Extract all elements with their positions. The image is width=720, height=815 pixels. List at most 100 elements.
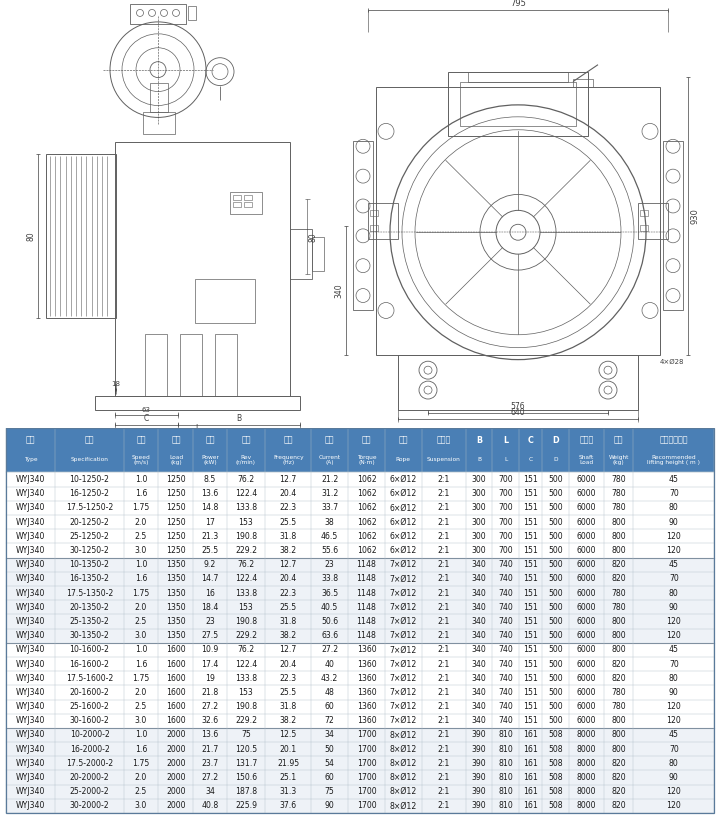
Text: C: C [528, 457, 533, 462]
Text: 自重: 自重 [613, 436, 624, 445]
Text: 1062: 1062 [356, 504, 377, 513]
Text: 151: 151 [523, 645, 538, 654]
Text: 2.5: 2.5 [135, 531, 147, 541]
Text: 161: 161 [523, 773, 538, 782]
Text: 7×Ø12: 7×Ø12 [390, 674, 417, 683]
Text: 1148: 1148 [356, 575, 377, 584]
Text: 规格: 规格 [85, 436, 94, 445]
Bar [6, 756, 714, 770]
Text: B: B [236, 414, 242, 423]
Bar [244, 195, 252, 200]
Text: 1148: 1148 [356, 603, 377, 612]
Text: 1360: 1360 [356, 688, 377, 697]
Bar [6, 657, 714, 671]
Text: 33.7: 33.7 [321, 504, 338, 513]
Text: 31.8: 31.8 [279, 617, 297, 626]
Bar [150, 82, 168, 112]
Text: 120.5: 120.5 [235, 745, 257, 754]
Text: 1600: 1600 [166, 716, 186, 725]
Text: 151: 151 [523, 575, 538, 584]
Text: 6000: 6000 [577, 560, 596, 569]
Text: 8×Ø12: 8×Ø12 [390, 787, 417, 796]
Text: 2.5: 2.5 [135, 617, 147, 626]
Text: 120: 120 [667, 617, 681, 626]
Text: 1.0: 1.0 [135, 730, 147, 739]
Text: 8000: 8000 [577, 745, 596, 754]
Text: 7×Ø12: 7×Ø12 [390, 716, 417, 725]
Text: 6000: 6000 [577, 475, 596, 484]
Text: 1600: 1600 [166, 645, 186, 654]
Text: 7×Ø12: 7×Ø12 [390, 588, 417, 597]
Bar [640, 225, 648, 231]
Text: 500: 500 [548, 645, 563, 654]
Text: 810: 810 [498, 759, 513, 768]
Text: 508: 508 [548, 801, 563, 810]
Text: 6000: 6000 [577, 518, 596, 526]
Text: 6×Ø12: 6×Ø12 [390, 531, 417, 541]
Text: 10.9: 10.9 [202, 645, 219, 654]
Text: 800: 800 [611, 617, 626, 626]
Text: 10-1250-2: 10-1250-2 [70, 475, 109, 484]
Text: WYJ340: WYJ340 [16, 716, 45, 725]
Text: 90: 90 [669, 688, 679, 697]
Text: 2:1: 2:1 [438, 773, 450, 782]
Text: 16: 16 [205, 588, 215, 597]
Text: 740: 740 [498, 645, 513, 654]
Text: Recommended
lifting height ( m ): Recommended lifting height ( m ) [647, 455, 701, 465]
Text: 电流: 电流 [325, 436, 334, 445]
Text: 2000: 2000 [166, 773, 186, 782]
Text: 780: 780 [611, 702, 626, 711]
Text: 20-2000-2: 20-2000-2 [70, 773, 109, 782]
Text: 700: 700 [498, 504, 513, 513]
Text: 型号: 型号 [26, 436, 35, 445]
Text: 25-1250-2: 25-1250-2 [70, 531, 109, 541]
Text: 17.5-1600-2: 17.5-1600-2 [66, 674, 113, 683]
Bar [6, 699, 714, 714]
Text: WYJ340: WYJ340 [16, 531, 45, 541]
Text: Weight
(kg): Weight (kg) [608, 455, 629, 465]
Text: 2:1: 2:1 [438, 588, 450, 597]
Text: Type: Type [24, 457, 37, 462]
Text: 27.2: 27.2 [202, 702, 219, 711]
Text: 2:1: 2:1 [438, 603, 450, 612]
Text: 1250: 1250 [166, 518, 186, 526]
Text: 38: 38 [325, 518, 335, 526]
Text: 500: 500 [548, 603, 563, 612]
Text: 6×Ø12: 6×Ø12 [390, 546, 417, 555]
Text: 20-1250-2: 20-1250-2 [70, 518, 109, 526]
Text: 38.2: 38.2 [279, 546, 297, 555]
Text: WYJ340: WYJ340 [16, 575, 45, 584]
Text: C: C [144, 414, 149, 423]
Text: 340: 340 [472, 560, 487, 569]
Text: 120: 120 [667, 716, 681, 725]
Text: 780: 780 [611, 504, 626, 513]
Text: D: D [552, 436, 559, 445]
Text: 2:1: 2:1 [438, 716, 450, 725]
Text: 17: 17 [205, 518, 215, 526]
Text: 1350: 1350 [166, 603, 186, 612]
Text: 640: 640 [510, 408, 526, 417]
Text: 27.2: 27.2 [321, 645, 338, 654]
Text: 7×Ø12: 7×Ø12 [390, 659, 417, 668]
Bar [290, 229, 312, 279]
Bar [95, 396, 300, 410]
Text: 6000: 6000 [577, 504, 596, 513]
Text: 820: 820 [611, 801, 626, 810]
Text: 1600: 1600 [166, 674, 186, 683]
Text: 2000: 2000 [166, 787, 186, 796]
Text: 8×Ø12: 8×Ø12 [390, 759, 417, 768]
Bar [143, 112, 175, 134]
Text: 2:1: 2:1 [438, 475, 450, 484]
Bar [188, 6, 196, 20]
Text: 500: 500 [548, 688, 563, 697]
Text: WYJ340: WYJ340 [16, 489, 45, 498]
Text: 绳径: 绳径 [398, 436, 408, 445]
Text: 8000: 8000 [577, 787, 596, 796]
Text: 780: 780 [611, 489, 626, 498]
Text: 700: 700 [498, 489, 513, 498]
Text: 340: 340 [472, 716, 487, 725]
Text: 70: 70 [669, 745, 679, 754]
Text: 340: 340 [472, 674, 487, 683]
Text: 90: 90 [669, 773, 679, 782]
Text: 12.7: 12.7 [279, 475, 297, 484]
